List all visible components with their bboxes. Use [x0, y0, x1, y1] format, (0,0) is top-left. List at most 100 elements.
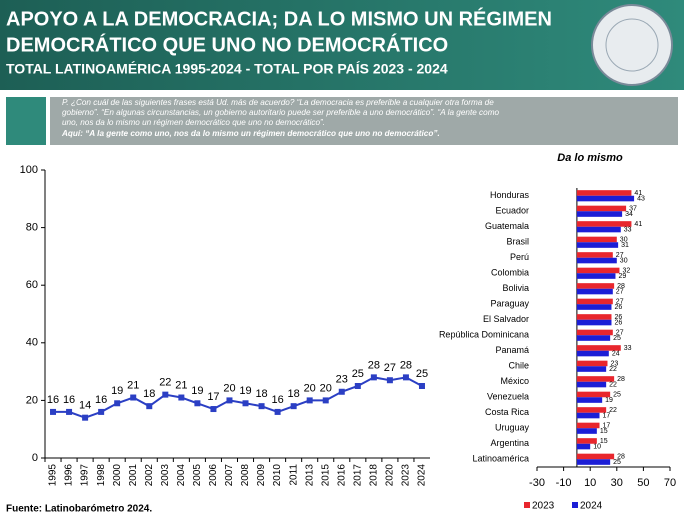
value-label: 41 [634, 190, 642, 197]
value-label: 41 [634, 221, 642, 228]
marker [402, 374, 409, 381]
value-label: 43 [637, 195, 645, 202]
value-label: 33 [624, 345, 632, 352]
x-tick-label: 2020 [385, 464, 396, 487]
value-label: 37 [629, 205, 637, 212]
value-label: 25 [416, 368, 428, 380]
x-tick-label: 2018 [368, 464, 379, 487]
x-tick-label: 2003 [160, 464, 171, 487]
x-tick-label: 2009 [256, 464, 267, 487]
x-tick-label: 1998 [96, 464, 107, 487]
category-label: Latinoamérica [472, 454, 529, 464]
value-label: 26 [614, 304, 622, 311]
y-tick-label: 60 [26, 279, 38, 291]
x-tick-label: 1995 [48, 464, 59, 487]
bar [576, 304, 612, 310]
bar [576, 195, 635, 202]
value-label: 27 [616, 252, 624, 259]
marker [370, 374, 377, 381]
value-label: 16 [47, 394, 59, 406]
subtitle: TOTAL LATINOAMÉRICA 1995-2024 - TOTAL PO… [6, 61, 448, 77]
bar [576, 319, 612, 326]
value-label: 20 [320, 382, 332, 394]
title-line: DEMOCRÁTICO QUE UNO NO DEMOCRÁTICO [6, 33, 448, 56]
value-label: 34 [625, 211, 633, 218]
bar [576, 407, 607, 413]
marker [146, 403, 153, 410]
value-label: 26 [614, 319, 622, 326]
logo-ring [605, 18, 659, 72]
y-tick-label: 0 [32, 452, 38, 464]
bar [576, 376, 615, 382]
x-tick-label: 2015 [320, 464, 331, 487]
category-label: Chile [508, 361, 529, 371]
x-tick-label: 1997 [80, 464, 91, 487]
legend-swatch [572, 502, 578, 508]
bar [576, 438, 597, 444]
value-label: 22 [609, 407, 617, 414]
bar [576, 366, 607, 372]
bar [576, 381, 607, 388]
bar [576, 314, 612, 320]
value-label: 18 [255, 388, 267, 400]
value-label: 25 [352, 368, 364, 380]
legend-swatch [524, 502, 530, 508]
question-box [50, 97, 678, 145]
bar [576, 443, 591, 450]
value-label: 32 [622, 267, 630, 274]
x-tick-label: 2011 [288, 464, 299, 486]
value-label: 15 [600, 438, 608, 445]
category-label: Perú [510, 252, 529, 262]
bar [576, 459, 611, 465]
legend-label: 2024 [580, 501, 603, 512]
marker [418, 383, 425, 389]
marker [210, 406, 217, 413]
x-tick-label: 70 [664, 477, 676, 489]
bar [576, 288, 613, 295]
question-line: Aquí: “A la gente como uno, nos da lo mi… [61, 129, 440, 138]
marker [114, 400, 121, 407]
bar [576, 428, 597, 434]
value-label: 27 [616, 329, 624, 336]
marker [130, 394, 137, 401]
line [53, 376, 423, 419]
category-label: Panamá [495, 345, 529, 355]
x-tick-label: 2004 [176, 464, 187, 487]
bar [576, 226, 621, 233]
y-tick-label: 20 [26, 394, 38, 406]
question-line: gobierno”. “En algunas circunstancias, u… [62, 108, 500, 117]
marker [322, 397, 329, 404]
x-tick-label: 2013 [304, 464, 315, 487]
question-line: P. ¿Con cuál de las siguientes frases es… [62, 98, 494, 107]
x-tick-label: -10 [556, 477, 572, 489]
category-label: Guatemala [485, 221, 529, 231]
bar [576, 412, 600, 419]
marker [226, 397, 233, 404]
value-label: 22 [609, 381, 617, 388]
value-label: 27 [616, 288, 624, 295]
value-label: 27 [384, 362, 396, 374]
marker [386, 377, 393, 384]
value-label: 10 [593, 443, 601, 450]
value-label: 23 [336, 374, 348, 386]
value-label: 30 [620, 257, 628, 264]
value-label: 18 [143, 388, 155, 400]
value-label: 28 [400, 359, 412, 371]
x-tick-label: 2001 [128, 464, 139, 487]
value-label: 25 [613, 335, 621, 342]
bar [576, 267, 620, 274]
value-label: 29 [618, 273, 626, 280]
marker [82, 414, 89, 421]
category-label: Colombia [491, 268, 529, 278]
x-tick-label: 30 [611, 477, 623, 489]
category-label: Uruguay [495, 423, 530, 433]
bar [576, 273, 616, 279]
title-line: APOYO A LA DEMOCRACIA; DA LO MISMO UN RÉ… [6, 7, 552, 30]
y-tick-label: 80 [26, 222, 38, 234]
category-label: Costa Rica [485, 407, 529, 417]
marker [290, 403, 297, 410]
value-label: 20 [223, 382, 235, 394]
value-label: 28 [617, 283, 625, 290]
bar [576, 329, 613, 336]
marker [338, 388, 345, 395]
